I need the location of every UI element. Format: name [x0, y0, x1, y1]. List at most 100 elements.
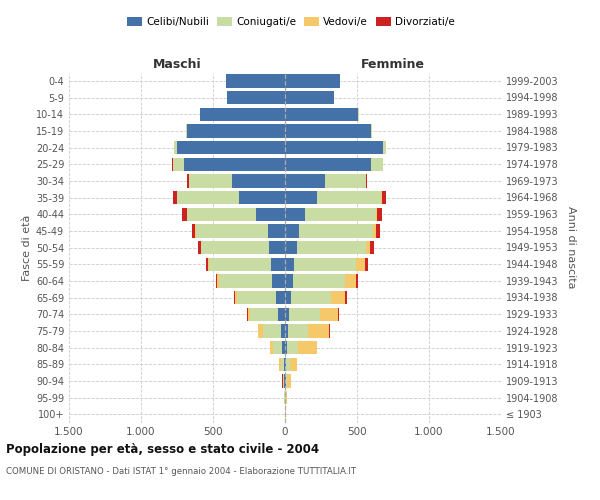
Bar	[281, 358, 284, 371]
Bar	[320, 308, 338, 321]
Bar	[217, 274, 219, 287]
Bar	[268, 224, 285, 237]
Bar	[285, 274, 293, 287]
Bar	[296, 241, 365, 254]
Bar	[376, 224, 380, 237]
Bar	[209, 258, 271, 271]
Bar	[376, 208, 377, 221]
Bar	[187, 174, 188, 188]
Bar	[177, 141, 285, 154]
Bar	[285, 291, 291, 304]
Bar	[219, 274, 272, 287]
Bar	[285, 258, 295, 271]
Bar	[274, 341, 282, 354]
Bar	[174, 141, 177, 154]
Bar	[346, 291, 347, 304]
Bar	[317, 191, 382, 204]
Bar	[272, 274, 285, 287]
Bar	[278, 308, 285, 321]
Bar	[173, 191, 177, 204]
Bar	[282, 341, 285, 354]
Bar	[284, 358, 285, 371]
Bar	[259, 324, 263, 338]
Bar	[285, 91, 334, 104]
Bar	[285, 174, 325, 188]
Bar	[184, 158, 285, 171]
Bar	[287, 341, 298, 354]
Bar	[285, 341, 287, 354]
Bar	[371, 158, 383, 171]
Bar	[338, 308, 340, 321]
Bar	[295, 258, 356, 271]
Bar	[275, 291, 285, 304]
Bar	[182, 208, 187, 221]
Bar	[196, 224, 268, 237]
Bar	[206, 258, 208, 271]
Text: Popolazione per età, sesso e stato civile - 2004: Popolazione per età, sesso e stato civil…	[6, 442, 319, 456]
Bar	[173, 158, 184, 171]
Bar	[227, 91, 285, 104]
Bar	[285, 208, 305, 221]
Bar	[285, 158, 371, 171]
Y-axis label: Fasce di età: Fasce di età	[22, 214, 32, 280]
Bar	[331, 291, 346, 304]
Bar	[232, 174, 285, 188]
Bar	[286, 391, 287, 404]
Bar	[191, 224, 195, 237]
Bar	[285, 124, 371, 138]
Bar	[285, 74, 340, 88]
Bar	[365, 258, 368, 271]
Bar	[356, 274, 358, 287]
Bar	[285, 374, 286, 388]
Bar	[270, 341, 274, 354]
Bar	[256, 208, 285, 221]
Bar	[285, 141, 383, 154]
Bar	[237, 291, 275, 304]
Bar	[235, 291, 237, 304]
Bar	[226, 74, 285, 88]
Bar	[285, 308, 289, 321]
Bar	[287, 324, 308, 338]
Bar	[329, 324, 330, 338]
Bar	[291, 291, 331, 304]
Text: COMUNE DI ORISTANO - Dati ISTAT 1° gennaio 2004 - Elaborazione TUTTITALIA.IT: COMUNE DI ORISTANO - Dati ISTAT 1° genna…	[6, 468, 356, 476]
Bar	[250, 308, 278, 321]
Bar	[283, 374, 284, 388]
Bar	[198, 241, 201, 254]
Bar	[345, 274, 356, 287]
Bar	[247, 308, 248, 321]
Bar	[271, 258, 285, 271]
Bar	[365, 241, 370, 254]
Bar	[263, 324, 281, 338]
Bar	[356, 258, 365, 271]
Bar	[281, 324, 285, 338]
Bar	[293, 274, 345, 287]
Bar	[285, 191, 317, 204]
Bar	[373, 224, 376, 237]
Bar	[285, 241, 296, 254]
Bar	[200, 108, 285, 121]
Bar	[177, 191, 239, 204]
Bar	[279, 358, 281, 371]
Bar	[285, 358, 286, 371]
Bar	[201, 241, 202, 254]
Bar	[208, 258, 209, 271]
Bar	[248, 308, 250, 321]
Bar	[269, 241, 285, 254]
Bar	[187, 208, 256, 221]
Bar	[299, 224, 373, 237]
Bar	[308, 324, 329, 338]
Bar	[216, 274, 217, 287]
Bar	[285, 324, 287, 338]
Bar	[289, 308, 320, 321]
Bar	[298, 341, 317, 354]
Legend: Celibi/Nubili, Coniugati/e, Vedovi/e, Divorziati/e: Celibi/Nubili, Coniugati/e, Vedovi/e, Di…	[123, 12, 459, 31]
Bar	[202, 241, 269, 254]
Bar	[382, 191, 386, 204]
Bar	[290, 358, 297, 371]
Bar	[239, 191, 285, 204]
Bar	[371, 124, 372, 138]
Bar	[286, 374, 287, 388]
Bar	[305, 208, 376, 221]
Bar	[284, 374, 285, 388]
